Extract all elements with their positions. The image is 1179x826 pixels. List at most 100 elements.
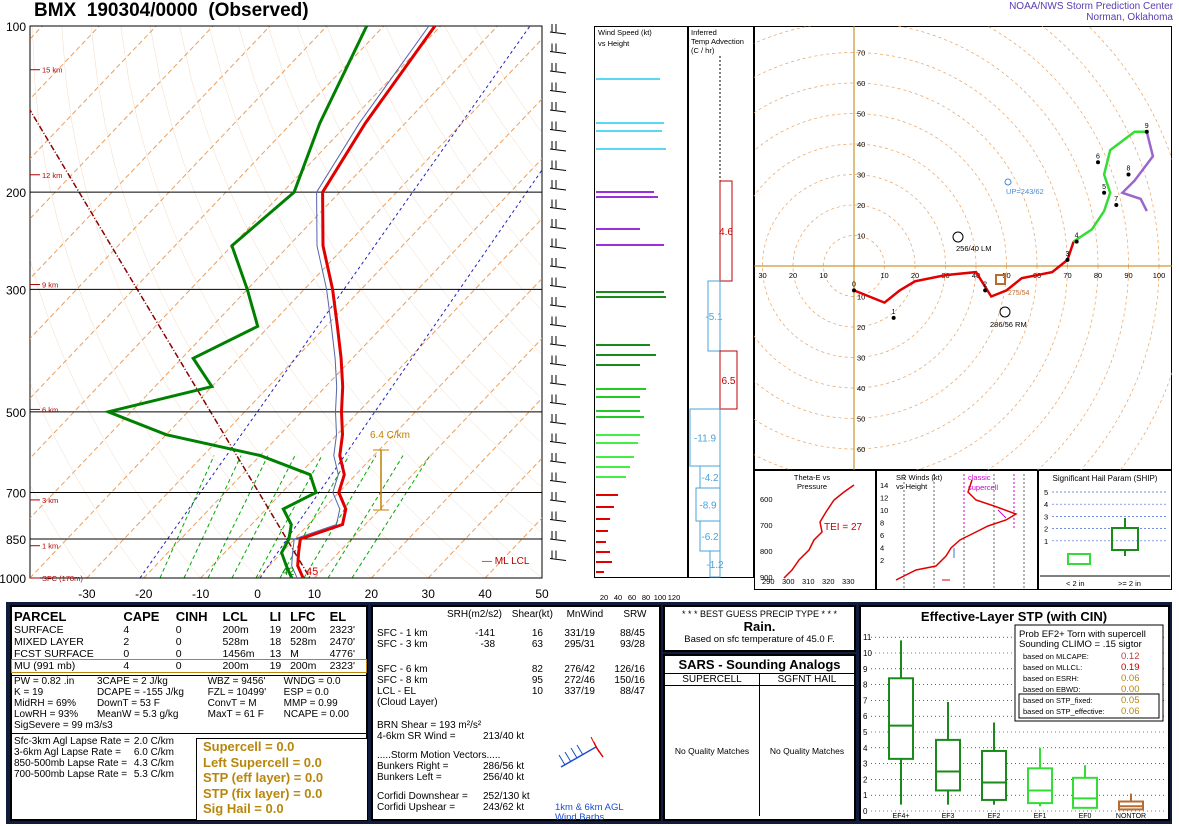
isotherm-line: [86, 98, 542, 578]
wind-speed-bar: [596, 442, 638, 444]
parcel-cell: 200m: [290, 660, 317, 672]
motion-label: Corfidi Upshear =: [377, 802, 456, 813]
motion-value: 286/56 kt: [483, 761, 525, 772]
hdr-lfc: LFC: [290, 609, 316, 624]
isotherm-line: [30, 26, 328, 340]
lapse-cell: 6.0 C/km: [133, 747, 174, 758]
composite-index: STP (eff layer) = 0.0: [203, 770, 324, 785]
sr-winds-panel: SR Winds (kt)vs Height 14 12 10 8 6 4 2 classics…: [876, 470, 1038, 590]
kinematic-cell: 126/16: [614, 664, 645, 675]
wind-speed-bar: [596, 416, 644, 418]
temp-advection-value: -11.9: [694, 434, 716, 445]
parcel-cell: 528m: [290, 636, 317, 648]
hodograph-red: [853, 241, 1075, 305]
motion-value: 243/62 kt: [483, 802, 525, 813]
wind-barb: [549, 558, 567, 561]
kinematic-row: SFC - 3 km -38 63 295/31 93/28: [373, 639, 659, 650]
mean-wind-marker: [995, 274, 1006, 285]
stp-box: [1027, 767, 1053, 805]
hodograph-y-label: 20: [857, 201, 865, 210]
wind-barb: [549, 460, 567, 464]
wind-speed-bar: [596, 396, 640, 398]
sr-winds-profile: [895, 479, 1018, 581]
parcel-table: PARCEL CAPE CINH LCL LI LFC EL SURFACE 4 0…: [11, 609, 367, 673]
kinematic-cell: -141: [474, 628, 495, 639]
temp-advection-value: 4.6: [719, 227, 733, 238]
temp-advection-value: -5.1: [705, 312, 723, 323]
hodograph-green: [1072, 130, 1147, 243]
mixing-ratio-line: [327, 455, 404, 578]
parcel-cell: 4776': [329, 648, 355, 660]
thermo-cell: ConvT = M: [207, 698, 257, 709]
stp-prob-value: 0.06: [1121, 706, 1140, 717]
thermo-cell: WNDG = 0.0: [283, 676, 341, 687]
stp-box: [935, 738, 961, 792]
kinematic-cell: LCL - EL (Cloud Layer): [377, 686, 438, 708]
hodograph-y-label: 30: [857, 354, 865, 363]
theta-e-xtick: 300: [782, 577, 795, 586]
ship-box-small: [1067, 553, 1091, 565]
wind-speed-bar: [596, 296, 666, 298]
theta-e-ytick: 900: [760, 573, 773, 582]
motion-title: .....Storm Motion Vectors.....: [377, 750, 501, 761]
precip-note: Based on sfc temperature of 45.0 F.: [684, 634, 835, 645]
parcel-cell: 0: [175, 648, 182, 660]
theta-e-xtick: 310: [802, 577, 815, 586]
temp-axis-label: 30: [422, 587, 436, 601]
wind-barb: [549, 51, 567, 54]
hodograph-point-label: 3: [1066, 251, 1070, 258]
dry-adiabat: [473, 26, 542, 133]
isotherm-line: [484, 517, 542, 578]
mixing-ratio-line: [231, 455, 296, 578]
parcel-trace: [30, 108, 311, 578]
hodograph-point: [1144, 129, 1149, 134]
parcel-cell: 2323': [329, 624, 355, 636]
dry-adiabat: [297, 26, 542, 399]
sars-hail-matches: No Quality Matches: [769, 746, 845, 756]
isotherm-line: [143, 158, 542, 578]
hodograph-point: [1126, 172, 1131, 177]
stp-ytick: 5: [863, 728, 868, 737]
thermo-row: LowRH = 93% MeanW = 5.3 g/kg MaxT = 61 F NC…: [12, 709, 366, 720]
wind-barb: [549, 304, 567, 308]
stp-ytick: 0: [863, 807, 868, 816]
wind-speed-bar: [596, 518, 610, 520]
dewpoint-profile: [103, 26, 369, 578]
dry-adiabat: [30, 484, 88, 578]
thermo-cell: DownT = 53 F: [96, 698, 160, 709]
mixing-ratio-line: [279, 455, 350, 578]
hodograph-x-label: 80: [1094, 271, 1102, 280]
wind-barb: [549, 480, 567, 483]
stp-ytick: 10: [863, 649, 872, 658]
kinematic-panel: SRH(m2/s2) Shear(kt) MnWind SRW SFC - 1 …: [371, 605, 661, 823]
motion-value: 252/130 kt: [483, 791, 530, 802]
sr-wind-46-value: 213/40 kt: [483, 731, 525, 742]
lm-marker: [952, 231, 964, 243]
kinematic-cell: 95: [531, 675, 543, 686]
motion-row: Bunkers Right = 286/56 kt: [377, 761, 659, 772]
stp-chart: Effective-Layer STP (with CIN) 0 1 2 3 4 5 6 7 8 9…: [863, 609, 1165, 820]
isotherm-line: [199, 217, 542, 578]
dry-adiabat: [90, 26, 372, 578]
wind-speed-bar: [596, 456, 634, 458]
credit-line-2: Norman, Oklahoma: [1086, 12, 1173, 23]
wind-speed-bar: [596, 148, 666, 150]
wind-speed-bar: [596, 551, 610, 553]
ship-legend-large: >= 2 in: [1118, 579, 1141, 588]
dry-adiabat: [208, 26, 542, 533]
parcel-cell: 2323': [329, 660, 355, 672]
parcel-cell: 528m: [222, 636, 249, 648]
stp-ytick: 6: [863, 712, 868, 721]
theta-e-subtitle: Pressure: [797, 482, 827, 491]
wind-speed-tick: 20: [600, 593, 608, 602]
thermo-cell: ESP = 0.0: [283, 687, 329, 698]
stp-prob-label: based on EBWD:: [1023, 685, 1081, 694]
sr-winds-ytick: 8: [880, 519, 884, 528]
stp-panel: Effective-Layer STP (with CIN) 0 1 2 3 4 5 6 7 8 9…: [859, 605, 1170, 821]
thermo-cell: DCAPE = -155 J/kg: [96, 687, 184, 698]
dry-adiabat: [120, 26, 429, 578]
wind-speed-bar: [596, 466, 630, 468]
kinematic-cell: 295/31: [564, 639, 595, 650]
lapse-row: Sfc-3km Agl Lapse Rate = 2.0 C/km: [12, 736, 176, 747]
hodograph-y-label: 20: [857, 323, 865, 332]
